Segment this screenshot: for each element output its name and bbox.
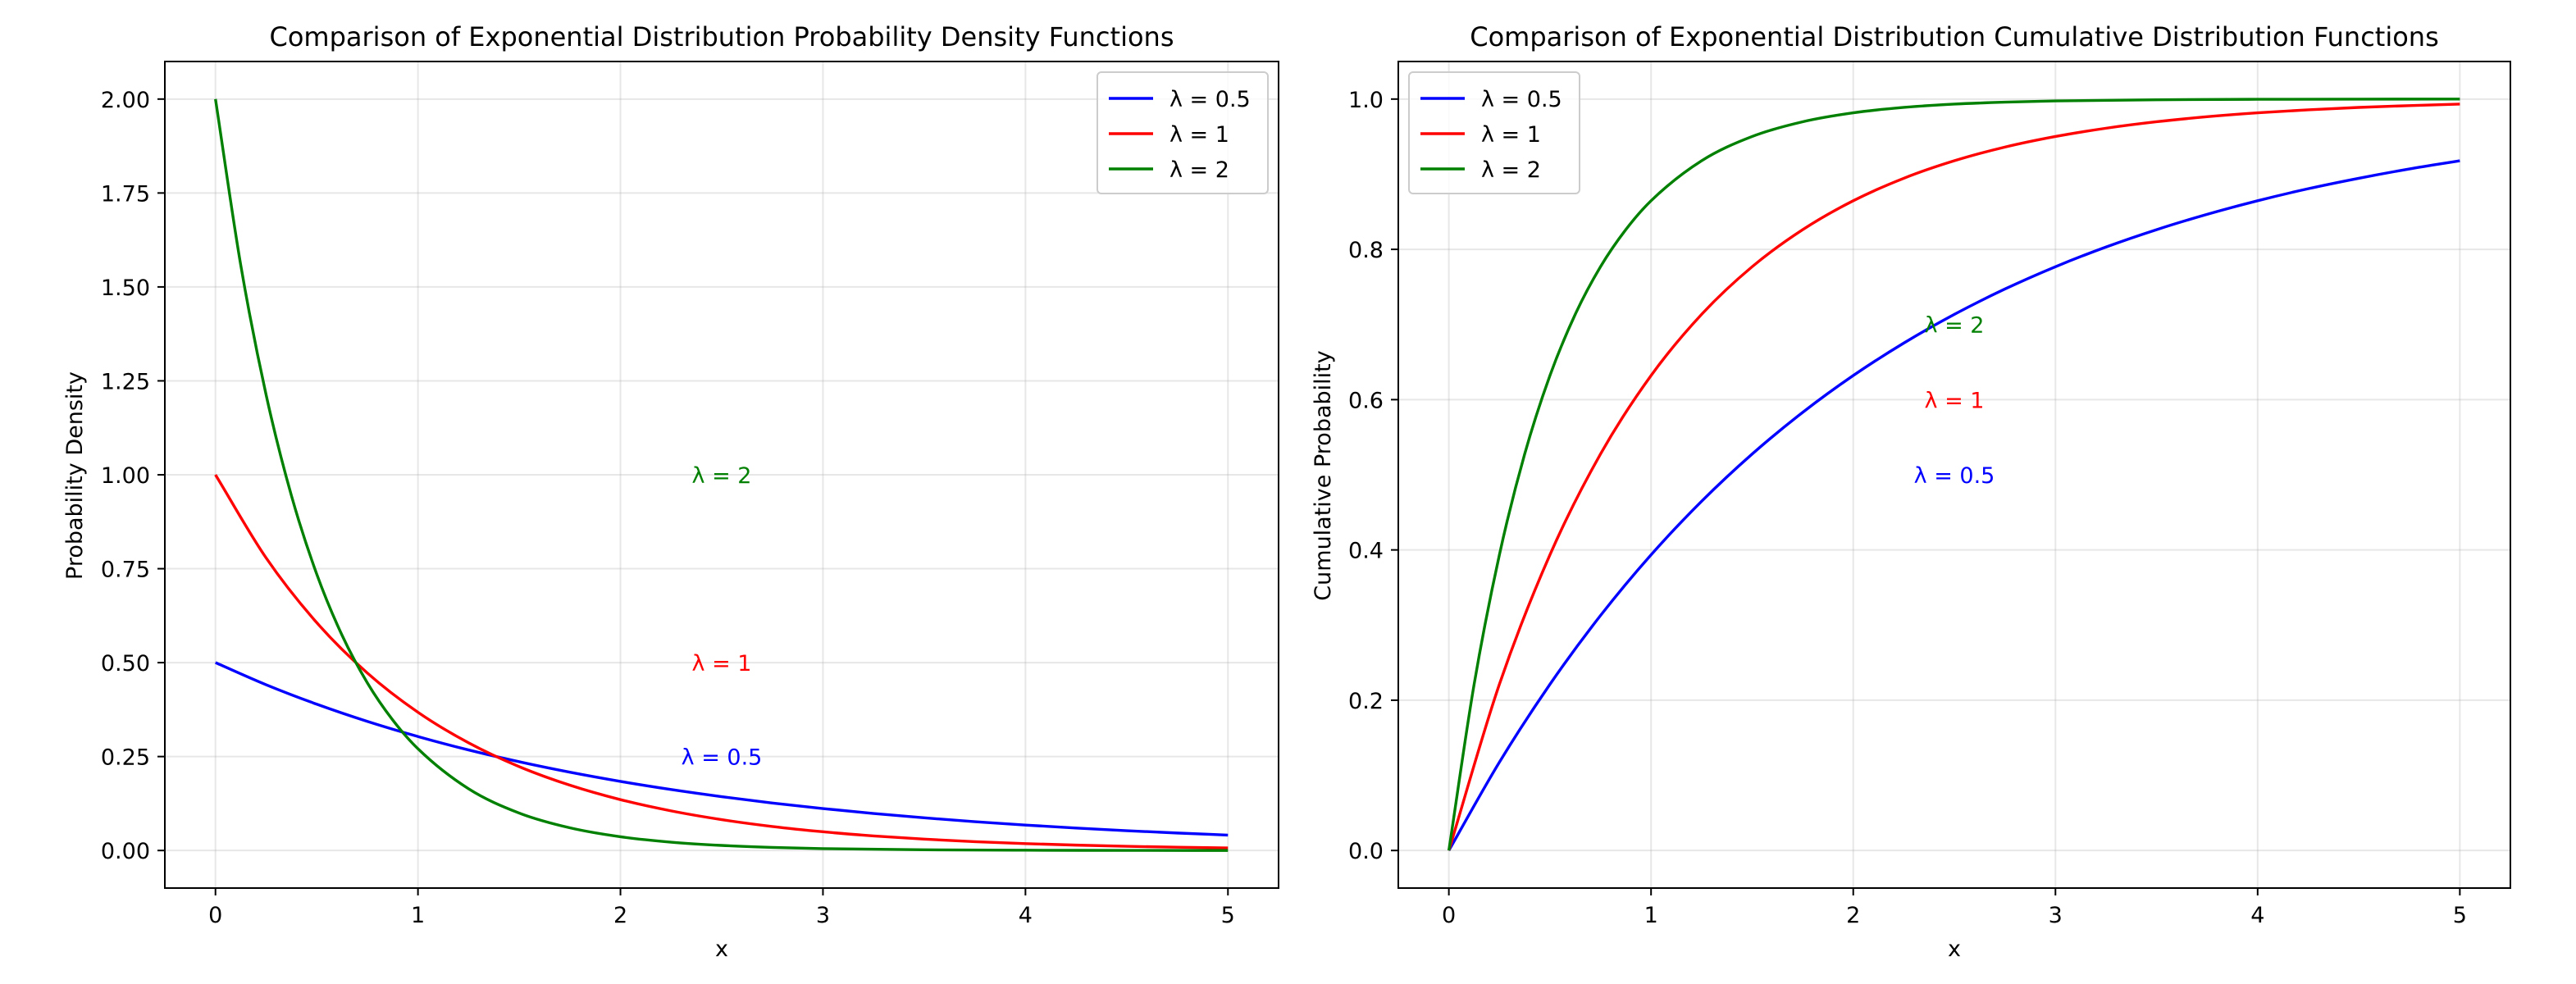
pdf-legend-label-2: λ = 2 <box>1169 157 1229 183</box>
cdf-y-tick-label: 0.8 <box>1348 238 1384 263</box>
cdf-annotation-0: λ = 2 <box>1925 313 1985 339</box>
cdf-legend-label-1: λ = 1 <box>1481 122 1541 148</box>
cdf-x-tick-label: 2 <box>1846 903 1860 928</box>
cdf-x-axis-label: x <box>1948 936 1961 962</box>
cdf-y-tick-label: 0.4 <box>1348 539 1384 564</box>
pdf-y-tick-label: 0.00 <box>101 839 150 864</box>
pdf-y-tick-label: 1.00 <box>101 463 150 489</box>
pdf-x-axis-label: x <box>715 936 728 962</box>
cdf-x-tick-label: 1 <box>1644 903 1658 928</box>
cdf-y-tick-label: 0.6 <box>1348 388 1384 413</box>
pdf-axes-frame <box>164 61 1279 889</box>
cdf-annotation-2: λ = 0.5 <box>1914 463 1995 489</box>
cdf-legend-label-0: λ = 0.5 <box>1481 87 1562 112</box>
pdf-x-tick-label: 1 <box>411 903 425 928</box>
pdf-annotation-2: λ = 0.5 <box>682 745 763 771</box>
pdf-y-tick-label: 1.75 <box>101 181 150 207</box>
cdf-axes-frame <box>1397 61 2511 889</box>
cdf-chart-panel: Comparison of Exponential Distribution C… <box>1311 21 2511 962</box>
cdf-annotation-1: λ = 1 <box>1925 388 1985 413</box>
pdf-x-tick-label: 3 <box>816 903 830 928</box>
cdf-y-tick-label: 1.0 <box>1348 88 1384 113</box>
pdf-legend-label-0: λ = 0.5 <box>1169 87 1251 112</box>
pdf-x-tick-label: 2 <box>613 903 627 928</box>
pdf-chart-panel: Comparison of Exponential Distribution P… <box>62 21 1279 962</box>
pdf-x-tick-label: 4 <box>1019 903 1033 928</box>
pdf-y-tick-label: 0.50 <box>101 651 150 676</box>
cdf-chart-title: Comparison of Exponential Distribution C… <box>1470 21 2439 52</box>
pdf-y-tick-label: 0.25 <box>101 745 150 771</box>
cdf-x-tick-label: 3 <box>2049 903 2063 928</box>
pdf-legend-label-1: λ = 1 <box>1169 122 1229 148</box>
pdf-x-tick-label: 0 <box>208 903 222 928</box>
cdf-legend-box <box>1408 71 1580 194</box>
cdf-y-tick-label: 0.2 <box>1348 689 1384 714</box>
pdf-series-line-0 <box>215 661 1229 837</box>
pdf-chart-title: Comparison of Exponential Distribution P… <box>270 21 1174 52</box>
pdf-series-line-2 <box>214 98 1229 852</box>
cdf-x-tick-label: 0 <box>1442 903 1456 928</box>
cdf-y-tick-label: 0.0 <box>1348 839 1384 864</box>
pdf-series-line-1 <box>214 474 1229 850</box>
pdf-annotation-1: λ = 1 <box>692 651 752 676</box>
cdf-series-line-1 <box>1448 102 2460 851</box>
pdf-legend-box <box>1097 71 1269 194</box>
pdf-annotation-0: λ = 2 <box>692 463 752 489</box>
pdf-y-tick-label: 0.75 <box>101 558 150 583</box>
pdf-y-tick-label: 1.25 <box>101 369 150 394</box>
cdf-series-line-0 <box>1448 159 2460 852</box>
cdf-x-tick-label: 4 <box>2250 903 2264 928</box>
pdf-x-tick-label: 5 <box>1221 903 1235 928</box>
cdf-y-axis-label: Cumulative Probability <box>1311 350 1336 600</box>
cdf-legend-label-2: λ = 2 <box>1481 157 1541 183</box>
pdf-y-tick-label: 2.00 <box>101 88 150 113</box>
pdf-y-axis-label: Probability Density <box>62 371 88 580</box>
pdf-y-tick-label: 1.50 <box>101 276 150 301</box>
cdf-series-line-2 <box>1447 98 2460 851</box>
cdf-x-tick-label: 5 <box>2453 903 2467 928</box>
